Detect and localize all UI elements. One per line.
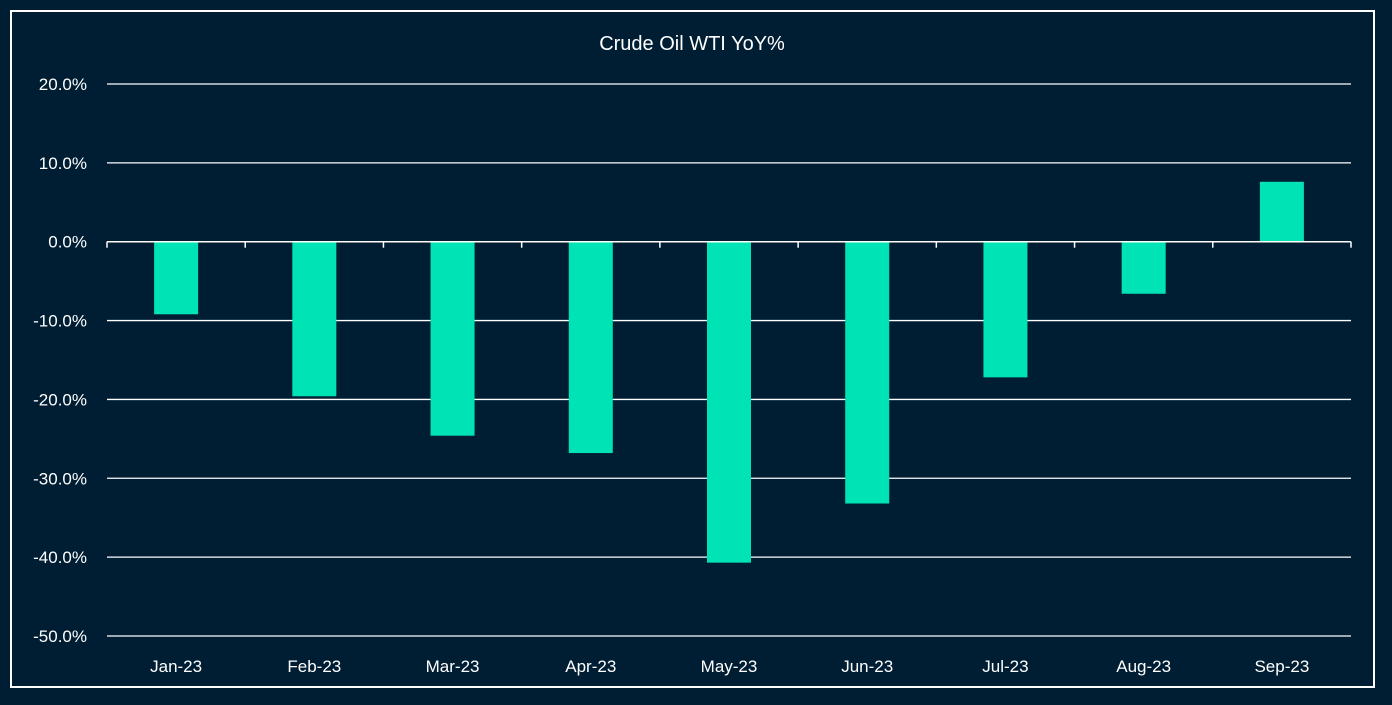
x-tick-label: Jun-23	[841, 657, 893, 676]
bars	[154, 181, 1304, 563]
gridlines	[107, 83, 1351, 637]
bar	[983, 241, 1028, 378]
bar	[845, 241, 890, 504]
y-tick-label: 0.0%	[48, 233, 87, 252]
bar	[707, 241, 751, 563]
bar	[1121, 241, 1166, 294]
chart-title: Crude Oil WTI YoY%	[599, 33, 785, 55]
y-axis-ticks: 20.0% 10.0% 0.0% -10.0% -20.0% -30.0% -40.0% -5…	[33, 75, 87, 646]
x-tick-label: May-23	[701, 657, 758, 676]
y-tick-label: 10.0%	[39, 154, 87, 173]
x-tick-label: Jul-23	[982, 657, 1028, 676]
bar	[1259, 181, 1304, 242]
zero-axis	[106, 240, 1352, 248]
x-tick-label: Aug-23	[1116, 657, 1171, 676]
x-tick-label: Apr-23	[565, 657, 616, 676]
bar	[568, 241, 613, 454]
y-tick-label: -10.0%	[33, 312, 87, 331]
x-axis-ticks: Jan-23 Feb-23 Mar-23 Apr-23 May-23 Jun-23 Jul-…	[150, 657, 1309, 676]
x-tick-label: Sep-23	[1254, 657, 1309, 676]
y-tick-label: -50.0%	[33, 627, 87, 646]
x-tick-label: Feb-23	[287, 657, 341, 676]
y-tick-label: -20.0%	[33, 390, 87, 409]
bar	[154, 241, 199, 315]
bar	[430, 241, 475, 436]
bar	[292, 241, 337, 397]
y-tick-label: -40.0%	[33, 548, 87, 567]
chart-frame	[10, 10, 1375, 688]
x-tick-label: Mar-23	[426, 657, 480, 676]
y-tick-label: 20.0%	[39, 75, 87, 94]
y-tick-label: -30.0%	[33, 469, 87, 488]
x-tick-label: Jan-23	[150, 657, 202, 676]
